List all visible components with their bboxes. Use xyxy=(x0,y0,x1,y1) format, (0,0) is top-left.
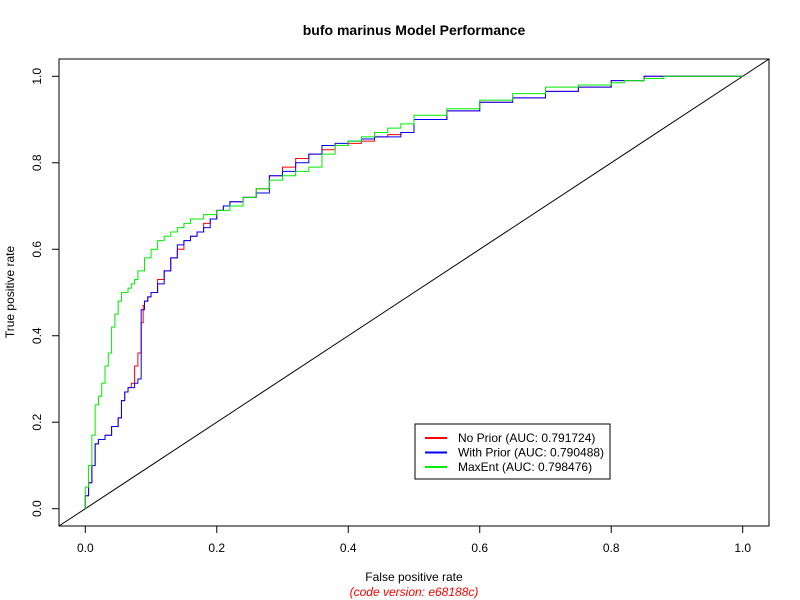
x-tick-label: 0.4 xyxy=(340,541,357,555)
y-tick-label: 0.2 xyxy=(30,414,44,431)
x-tick-label: 1.0 xyxy=(734,541,751,555)
y-tick-label: 1.0 xyxy=(30,68,44,85)
legend-label-2: With Prior (AUC: 0.790488) xyxy=(458,446,604,460)
x-tick-label: 0.6 xyxy=(471,541,488,555)
code-version-note: (code version: e68188c) xyxy=(350,585,479,599)
series-layer xyxy=(84,75,743,509)
series-line-3 xyxy=(84,75,743,509)
legend-label-1: No Prior (AUC: 0.791724) xyxy=(458,431,595,445)
legend-box xyxy=(414,423,611,480)
diagonal-layer xyxy=(58,58,770,527)
x-axis-label: False positive rate xyxy=(365,570,463,584)
x-tick-label: 0.0 xyxy=(77,541,94,555)
legend-label-3: MaxEnt (AUC: 0.798476) xyxy=(458,460,592,474)
y-tick-label: 0.0 xyxy=(30,500,44,517)
y-axis: 0.0 0.2 0.4 0.6 0.8 1.0 xyxy=(30,68,60,517)
y-tick-label: 0.8 xyxy=(30,154,44,171)
y-tick-label: 0.4 xyxy=(30,327,44,344)
legend: No Prior (AUC: 0.791724)With Prior (AUC:… xyxy=(414,423,611,480)
diagonal-reference-line xyxy=(58,58,770,527)
x-tick-label: 0.8 xyxy=(603,541,620,555)
y-tick-label: 0.6 xyxy=(30,241,44,258)
x-axis: 0.0 0.2 0.4 0.6 0.8 1.0 xyxy=(77,525,751,555)
y-axis-label: True positive rate xyxy=(3,246,17,339)
chart-title: bufo marinus Model Performance xyxy=(303,22,526,38)
x-tick-label: 0.2 xyxy=(208,541,225,555)
